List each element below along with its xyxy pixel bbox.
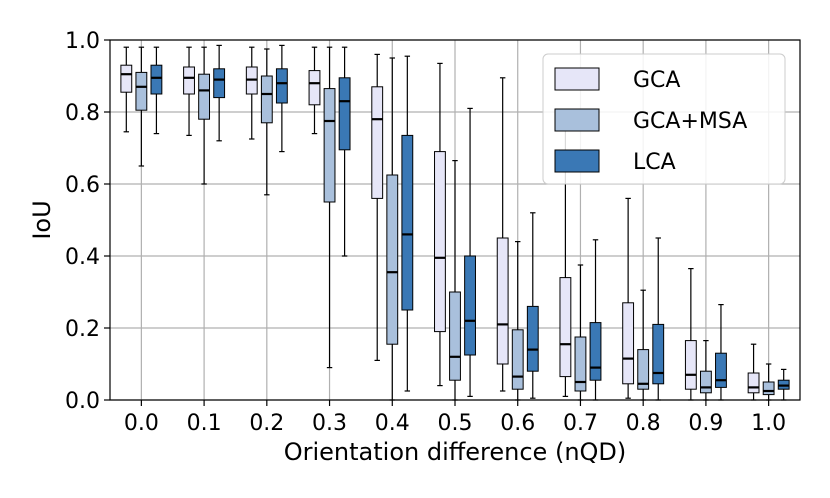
x-axis-title: Orientation difference (nQD) bbox=[284, 438, 627, 466]
legend: GCA GCA+MSA LCA bbox=[542, 53, 786, 185]
legend-label: LCA bbox=[633, 150, 676, 175]
box bbox=[260, 75, 273, 124]
box bbox=[386, 174, 399, 345]
box bbox=[338, 77, 351, 151]
legend-swatch bbox=[554, 149, 600, 173]
y-tick-label: 0.4 bbox=[65, 245, 100, 270]
x-tick-label: 0.2 bbox=[249, 411, 284, 436]
box bbox=[496, 237, 509, 365]
box bbox=[135, 71, 148, 111]
x-tick-label: 0.1 bbox=[187, 411, 222, 436]
box bbox=[449, 291, 461, 381]
x-tick-label: 0.9 bbox=[688, 411, 723, 436]
x-tick-label: 0.7 bbox=[563, 411, 598, 436]
box bbox=[747, 372, 760, 394]
box bbox=[323, 88, 336, 203]
box bbox=[434, 151, 446, 333]
x-tick-label: 0.3 bbox=[312, 411, 347, 436]
box bbox=[120, 64, 133, 93]
box bbox=[559, 277, 572, 378]
x-tick-label: 0.4 bbox=[375, 411, 410, 436]
box-layer bbox=[120, 44, 790, 401]
y-tick-label: 0.8 bbox=[65, 101, 100, 126]
box bbox=[198, 73, 211, 120]
box bbox=[401, 134, 414, 311]
box bbox=[684, 340, 697, 390]
x-tick-label: 1.0 bbox=[751, 411, 786, 436]
x-tick-label: 0.8 bbox=[626, 411, 661, 436]
box bbox=[762, 381, 775, 396]
legend-label: GCA bbox=[633, 68, 680, 93]
box bbox=[652, 323, 665, 385]
x-tick-label: 0.5 bbox=[438, 411, 473, 436]
box bbox=[699, 370, 712, 394]
box bbox=[526, 305, 539, 372]
box bbox=[715, 352, 727, 388]
y-tick-label: 0.6 bbox=[65, 173, 100, 198]
box bbox=[637, 349, 650, 390]
y-tick-label: 0.2 bbox=[65, 317, 100, 342]
x-tick-label: 0.0 bbox=[124, 411, 159, 436]
box bbox=[308, 70, 321, 106]
x-tick-label: 0.6 bbox=[500, 411, 535, 436]
legend-swatch bbox=[554, 108, 600, 132]
y-tick-label: 1.0 bbox=[65, 29, 100, 54]
box bbox=[511, 329, 524, 390]
legend-box bbox=[542, 53, 786, 185]
box bbox=[589, 322, 602, 381]
box bbox=[150, 64, 163, 95]
box bbox=[371, 86, 384, 199]
box bbox=[275, 68, 288, 104]
box bbox=[183, 66, 195, 95]
legend-label: GCA+MSA bbox=[633, 109, 747, 134]
y-tick-label: 0.0 bbox=[65, 389, 100, 414]
y-axis-title: IoU bbox=[28, 200, 56, 239]
box bbox=[622, 302, 635, 385]
legend-swatch bbox=[554, 67, 600, 91]
box bbox=[213, 68, 226, 99]
axes-layer: 0.0 0.2 0.4 0.6 0.8 1.0 0.0 0.1 0.2 0.3 0.4 0.5 0.6 0… bbox=[28, 29, 801, 466]
box bbox=[574, 336, 587, 392]
box bbox=[464, 255, 476, 356]
